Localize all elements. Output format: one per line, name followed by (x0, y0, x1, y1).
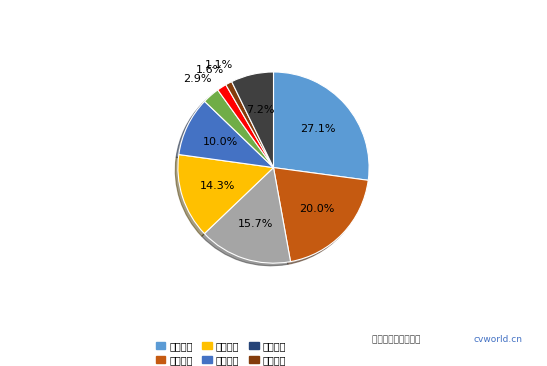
Text: 10.0%: 10.0% (202, 137, 238, 147)
Text: cvworld.cn: cvworld.cn (473, 335, 522, 344)
Text: 7.2%: 7.2% (246, 105, 275, 115)
Text: 制图：第一商用车网: 制图：第一商用车网 (372, 335, 423, 344)
Wedge shape (179, 101, 274, 168)
Legend: 中国重汽, 一汽解放, 陕汽集团, 东风公司, 北汽集团, 徐工汽车, 江淮重卡, 北奔重汽, 其他: 中国重汽, 一汽解放, 陕汽集团, 东风公司, 北汽集团, 徐工汽车, 江淮重卡… (152, 337, 290, 366)
Text: 27.1%: 27.1% (300, 124, 336, 134)
Wedge shape (274, 72, 369, 180)
Wedge shape (205, 168, 290, 263)
Wedge shape (218, 85, 274, 168)
Text: 2.9%: 2.9% (183, 74, 211, 85)
Wedge shape (205, 90, 274, 168)
Text: 20.0%: 20.0% (299, 203, 334, 213)
Wedge shape (274, 168, 368, 262)
Wedge shape (178, 154, 274, 234)
Text: 1.6%: 1.6% (196, 64, 224, 75)
Wedge shape (226, 82, 274, 168)
Text: 1.1%: 1.1% (205, 60, 233, 70)
Text: 14.3%: 14.3% (200, 181, 235, 191)
Text: 15.7%: 15.7% (237, 219, 273, 229)
Wedge shape (232, 72, 274, 168)
